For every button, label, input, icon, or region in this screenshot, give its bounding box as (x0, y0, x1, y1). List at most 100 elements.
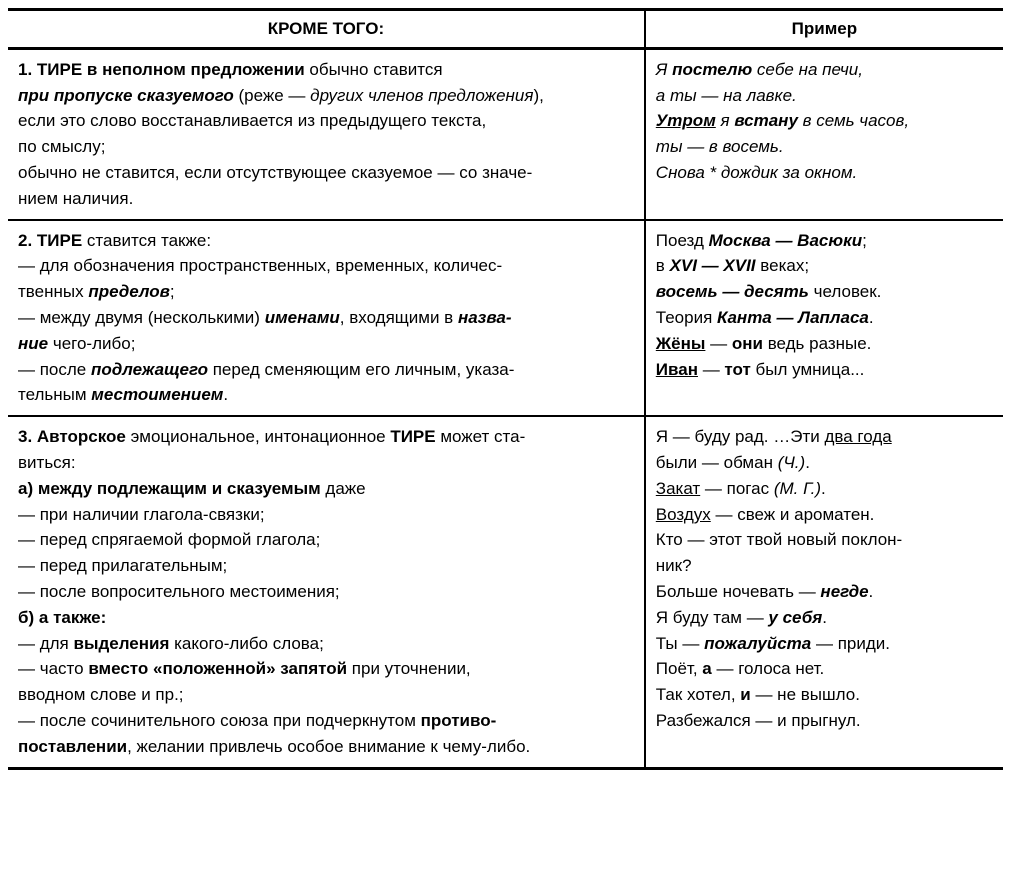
text-line: тельным местоимением. (18, 383, 634, 407)
text-run: при уточнении, (347, 659, 471, 678)
text-run: человек. (809, 282, 882, 301)
text-run: эмоциональное, интонационное (126, 427, 390, 446)
text-run: назва- (458, 308, 512, 327)
text-run: обычно ставится (305, 60, 443, 79)
text-run: ; (170, 282, 175, 301)
text-run: перед сменяющим его личным, указа- (208, 360, 514, 379)
text-run: ; (862, 231, 867, 250)
text-line: Я постелю себе на печи, (656, 58, 993, 82)
text-run: ставится также: (82, 231, 211, 250)
text-line: а) между подлежащим и сказуемым даже (18, 477, 634, 501)
text-line: — перед спрягаемой формой глагола; (18, 528, 634, 552)
text-run: Кто — этот твой новый поклон- (656, 530, 902, 549)
text-run: поставлении (18, 737, 127, 756)
text-run: 2. ТИРЕ (18, 231, 82, 250)
text-run: постелю (672, 60, 752, 79)
text-line: Больше ночевать — негде. (656, 580, 993, 604)
text-run: Закат (656, 479, 700, 498)
text-line: а ты — на лавке. (656, 84, 993, 108)
example-cell: Поезд Москва — Васюки;в XVI — XVII веках… (645, 220, 1003, 417)
text-run: если это слово восстанавливается из пред… (18, 111, 486, 130)
text-run: два года (824, 427, 891, 446)
text-run: подлежащего (91, 360, 208, 379)
text-line: — часто вместо «положенной» запятой при … (18, 657, 634, 681)
text-run: негде (820, 582, 868, 601)
text-run: может ста- (436, 427, 526, 446)
text-run: — после вопросительного местоимения; (18, 582, 340, 601)
text-run: восемь — десять (656, 282, 809, 301)
text-run: б) а также: (18, 608, 106, 627)
text-run: . (869, 308, 874, 327)
text-run: пожалуйста (704, 634, 811, 653)
text-run: Иван (656, 360, 698, 379)
text-run: был умница... (751, 360, 865, 379)
text-run: Снова * дождик за окном. (656, 163, 857, 182)
text-run: 3. Авторское (18, 427, 126, 446)
text-line: 3. Авторское эмоциональное, интонационно… (18, 425, 634, 449)
text-run: , желании привлечь особое внимание к чем… (127, 737, 530, 756)
header-row: КРОМЕ ТОГО: Пример (8, 10, 1003, 49)
text-run: виться: (18, 453, 76, 472)
text-line: твенных пределов; (18, 280, 634, 304)
example-cell: Я постелю себе на печи,а ты — на лавке.У… (645, 48, 1003, 219)
text-run: Воздух (656, 505, 711, 524)
text-line: Поезд Москва — Васюки; (656, 229, 993, 253)
table-row: 1. ТИРЕ в неполном предложении обычно ст… (8, 48, 1003, 219)
text-run: — после сочинительного союза при подчерк… (18, 711, 421, 730)
text-line: Жёны — они ведь разные. (656, 332, 993, 356)
text-run: — для (18, 634, 74, 653)
text-run: ), (533, 86, 543, 105)
text-run: Поезд (656, 231, 709, 250)
text-run: — перед прилагательным; (18, 556, 227, 575)
text-line: восемь — десять человек. (656, 280, 993, 304)
table-row: 2. ТИРЕ ставится также:— для обозначения… (8, 220, 1003, 417)
text-run: — между двумя (несколькими) (18, 308, 265, 327)
text-line: — для выделения какого-либо слова; (18, 632, 634, 656)
text-run: противо- (421, 711, 497, 730)
rule-cell: 1. ТИРЕ в неполном предложении обычно ст… (8, 48, 645, 219)
text-run: (М. Г.) (774, 479, 821, 498)
text-run: тельным (18, 385, 91, 404)
text-line: ние чего-либо; (18, 332, 634, 356)
text-run: — часто (18, 659, 88, 678)
header-right: Пример (645, 10, 1003, 49)
text-line: по смыслу; (18, 135, 634, 159)
text-run: , входящими в (340, 308, 458, 327)
text-line: ты — в восемь. (656, 135, 993, 159)
text-run: себе на печи, (752, 60, 863, 79)
text-line: — между двумя (несколькими) именами, вхо… (18, 306, 634, 330)
text-run: — не вышло. (751, 685, 860, 704)
text-line: — при наличии глагола-связки; (18, 503, 634, 527)
text-line: при пропуске сказуемого (реже — других ч… (18, 84, 634, 108)
text-run: Канта — Лапласа (717, 308, 869, 327)
text-run: — приди. (811, 634, 890, 653)
text-line: Теория Канта — Лапласа. (656, 306, 993, 330)
text-line: обычно не ставится, если отсутствующее с… (18, 161, 634, 185)
text-line: Так хотел, и — не вышло. (656, 683, 993, 707)
text-line: 1. ТИРЕ в неполном предложении обычно ст… (18, 58, 634, 82)
text-line: Разбежался — и прыгнул. (656, 709, 993, 733)
text-run: — после (18, 360, 91, 379)
text-run: при пропуске сказуемого (18, 86, 234, 105)
text-run: — голоса нет. (712, 659, 825, 678)
text-run: ник? (656, 556, 692, 575)
rule-cell: 2. ТИРЕ ставится также:— для обозначения… (8, 220, 645, 417)
text-line: если это слово восстанавливается из пред… (18, 109, 634, 133)
text-line: Ты — пожалуйста — приди. (656, 632, 993, 656)
text-run: вместо «положенной» запятой (88, 659, 347, 678)
text-run: какого-либо слова; (169, 634, 323, 653)
text-run: Теория (656, 308, 717, 327)
text-run: а ты — на лавке. (656, 86, 797, 105)
text-line: Я — буду рад. …Эти два года (656, 425, 993, 449)
text-line: поставлении, желании привлечь особое вни… (18, 735, 634, 759)
text-run: Я — буду рад. …Эти (656, 427, 825, 446)
text-run: тот (724, 360, 750, 379)
text-run: веках; (756, 256, 810, 275)
text-run: ние (18, 334, 48, 353)
text-run: а (702, 659, 711, 678)
rule-cell: 3. Авторское эмоциональное, интонационно… (8, 416, 645, 768)
text-line: Кто — этот твой новый поклон- (656, 528, 993, 552)
text-run: Я (656, 60, 672, 79)
text-run: по смыслу; (18, 137, 105, 156)
text-run: вводном слове и пр.; (18, 685, 184, 704)
